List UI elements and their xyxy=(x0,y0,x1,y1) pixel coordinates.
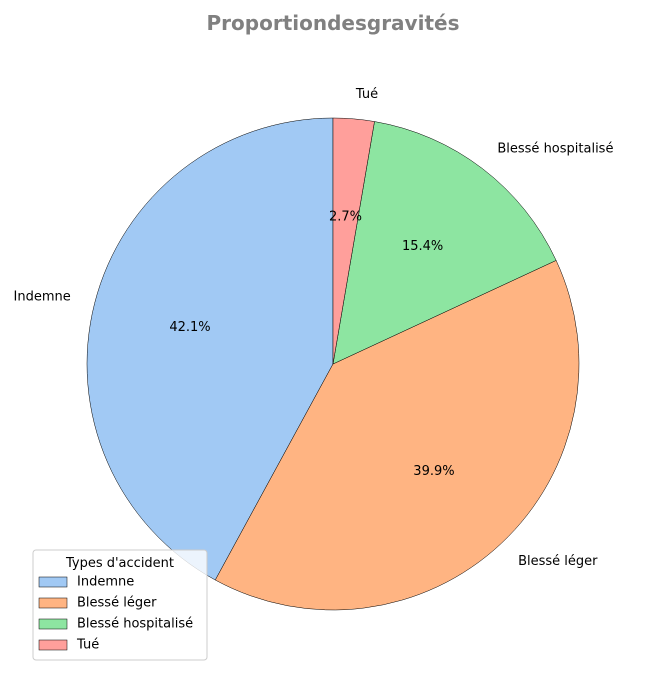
legend-swatch-blesse-hospitalise xyxy=(38,618,68,630)
legend-title: Types d'accident xyxy=(65,556,174,571)
slice-label-indemne: Indemne xyxy=(14,290,71,305)
slice-label-blesse-leger: Blessé léger xyxy=(518,554,598,569)
slice-label-blesse-hospitalise: Blessé hospitalisé xyxy=(497,142,613,157)
legend-items: Indemne Blessé léger Blessé hospitalisé Tué xyxy=(38,575,193,653)
legend-frame xyxy=(32,549,208,661)
pie-slices xyxy=(86,117,580,611)
legend-swatch-indemne xyxy=(38,576,68,588)
pie-labels: 42.1% Indemne 39.9% Blessé léger 15.4% Blessé… xyxy=(14,87,614,569)
pie-slice-blesse-leger xyxy=(214,260,580,611)
legend-swatch-blesse-leger xyxy=(38,597,68,609)
pie-slice-tue xyxy=(332,117,375,365)
pie-slice-indemne xyxy=(86,117,334,581)
pct-label-tue: 2.7% xyxy=(329,209,362,224)
pct-label-blesse-leger: 39.9% xyxy=(413,464,454,479)
chart-title: Proportiondesgravités xyxy=(207,11,460,35)
legend-label-indemne: Indemne xyxy=(77,575,134,590)
legend-label-tue: Tué xyxy=(76,638,99,653)
pct-label-blesse-hospitalise: 15.4% xyxy=(402,239,443,254)
legend-label-blesse-leger: Blessé léger xyxy=(77,596,157,611)
legend-label-blesse-hospitalise: Blessé hospitalisé xyxy=(77,617,193,632)
slice-label-tue: Tué xyxy=(355,87,378,102)
pie-slice-blesse-hospitalise xyxy=(332,121,557,365)
pct-label-indemne: 42.1% xyxy=(169,320,210,335)
legend: Types d'accident Indemne Blessé léger Bles… xyxy=(32,549,208,661)
legend-swatch-tue xyxy=(38,639,68,651)
